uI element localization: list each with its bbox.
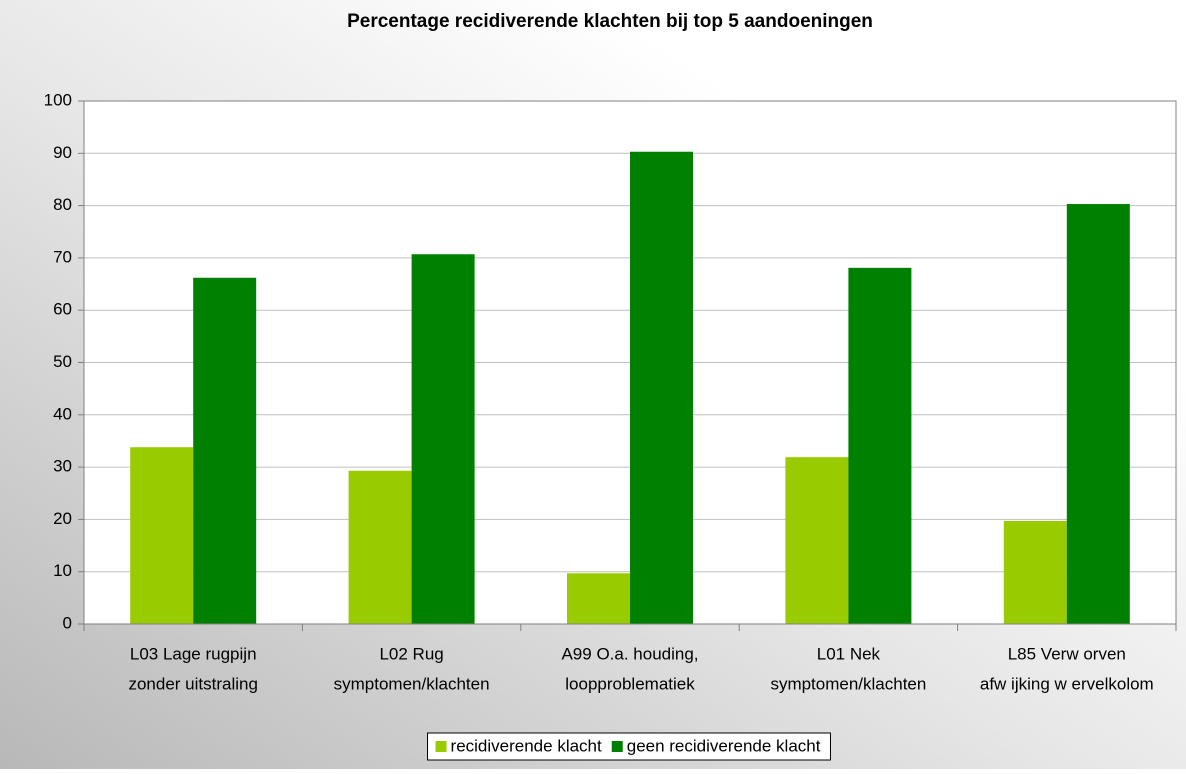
- y-tick-label: 100: [44, 90, 72, 109]
- x-tick-label: L03 Lage rugpijn: [130, 644, 257, 663]
- bar: [567, 573, 630, 624]
- bar: [411, 254, 475, 624]
- x-tick-label: loopproblematiek: [565, 674, 695, 693]
- bar: [193, 277, 257, 624]
- x-tick-label: zonder uitstraling: [128, 674, 257, 693]
- bar: [1066, 204, 1130, 624]
- chart-title: Percentage recidiverende klachten bij to…: [347, 11, 873, 32]
- y-tick-label: 90: [53, 143, 72, 162]
- legend-swatch: [611, 741, 623, 752]
- legend: [427, 732, 831, 761]
- bar: [630, 151, 693, 624]
- bar: [1003, 520, 1067, 624]
- x-tick-label: A99 O.a. houding,: [561, 644, 698, 663]
- y-tick-label: 40: [53, 404, 72, 423]
- x-tick-label: afw ijking w ervelkolom: [980, 674, 1154, 693]
- x-tick-label: L02 Rug: [379, 644, 443, 663]
- y-tick-label: 50: [53, 352, 72, 371]
- bar: [785, 457, 849, 624]
- y-tick-label: 20: [53, 509, 72, 528]
- y-tick-label: 80: [53, 195, 72, 214]
- x-tick-label: symptomen/klachten: [334, 674, 490, 693]
- y-tick-label: 0: [63, 613, 72, 632]
- y-tick-label: 60: [53, 300, 72, 319]
- legend-swatch: [435, 741, 447, 752]
- x-tick-label: L01 Nek: [817, 644, 881, 663]
- bar: [348, 470, 412, 624]
- x-tick-label: L85 Verw orven: [1008, 644, 1126, 663]
- y-tick-label: 70: [53, 247, 72, 266]
- bar: [848, 267, 912, 624]
- bar: [130, 447, 194, 624]
- y-tick-label: 10: [53, 561, 72, 580]
- y-tick-label: 30: [53, 457, 72, 476]
- legend-label: recidiverende klacht: [451, 736, 602, 755]
- x-tick-label: symptomen/klachten: [770, 674, 926, 693]
- legend-label: geen recidiverende klacht: [627, 736, 821, 755]
- plot-border: [83, 100, 1177, 625]
